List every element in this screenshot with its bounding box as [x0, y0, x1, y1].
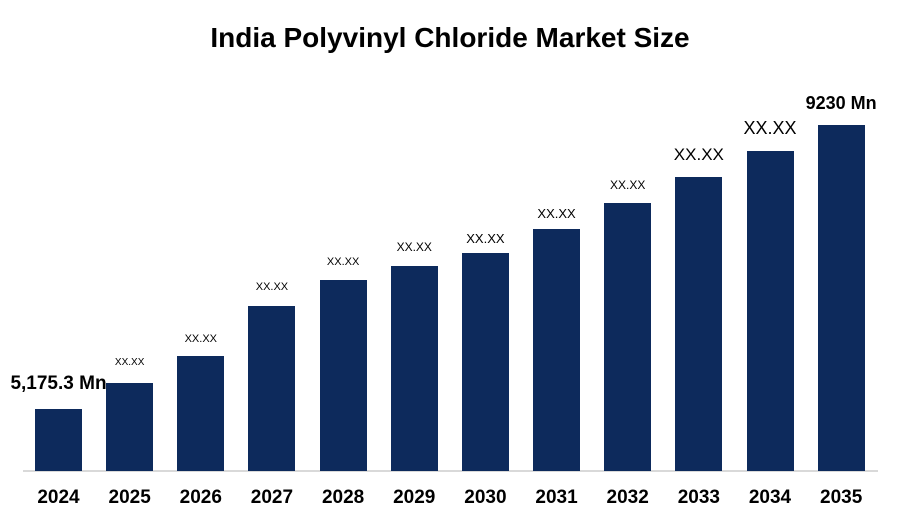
x-tick-2029: 2029 — [393, 487, 436, 508]
value-label-2026: XX.XX — [184, 333, 217, 345]
x-tick-2026: 2026 — [179, 487, 222, 508]
bar-2033 — [675, 177, 723, 471]
value-label-2030: XX.XX — [466, 231, 505, 246]
x-tick-2035: 2035 — [820, 487, 863, 508]
x-tick-2024: 2024 — [37, 487, 80, 508]
chart-title: India Polyvinyl Chloride Market Size — [210, 22, 690, 53]
x-tick-2032: 2032 — [606, 487, 649, 508]
x-tick-2031: 2031 — [535, 487, 578, 508]
x-tick-2033: 2033 — [677, 487, 720, 508]
x-axis-line — [23, 470, 878, 472]
bar-2032 — [604, 203, 652, 471]
bar-2027 — [248, 306, 296, 471]
value-label-2024: 5,175.3 Mn — [10, 373, 107, 394]
x-tick-2027: 2027 — [250, 487, 294, 508]
value-label-2028: XX.XX — [326, 256, 360, 268]
value-label-2025: XX.XX — [114, 357, 145, 368]
bar-2029 — [390, 266, 438, 471]
bar-2024 — [35, 409, 82, 471]
bar-2028 — [319, 280, 367, 471]
value-label-2035: 9230 Mn — [805, 93, 877, 113]
value-label-2033: XX.XX — [673, 145, 724, 164]
bar-2035 — [817, 125, 865, 471]
bar-2034 — [746, 151, 794, 471]
bar-2031 — [533, 229, 581, 471]
bar-2030 — [461, 253, 509, 471]
value-label-2029: XX.XX — [396, 240, 432, 254]
value-label-2032: XX.XX — [610, 178, 646, 192]
value-label-2027: XX.XX — [255, 281, 289, 293]
value-label-2034: XX.XX — [743, 118, 797, 138]
bar-2026 — [177, 356, 225, 471]
bar-2025 — [106, 383, 154, 471]
x-tick-2028: 2028 — [321, 487, 365, 508]
value-label-2031: XX.XX — [537, 206, 576, 221]
x-tick-2034: 2034 — [748, 487, 792, 508]
x-tick-2025: 2025 — [108, 487, 151, 508]
x-tick-2030: 2030 — [464, 487, 507, 508]
